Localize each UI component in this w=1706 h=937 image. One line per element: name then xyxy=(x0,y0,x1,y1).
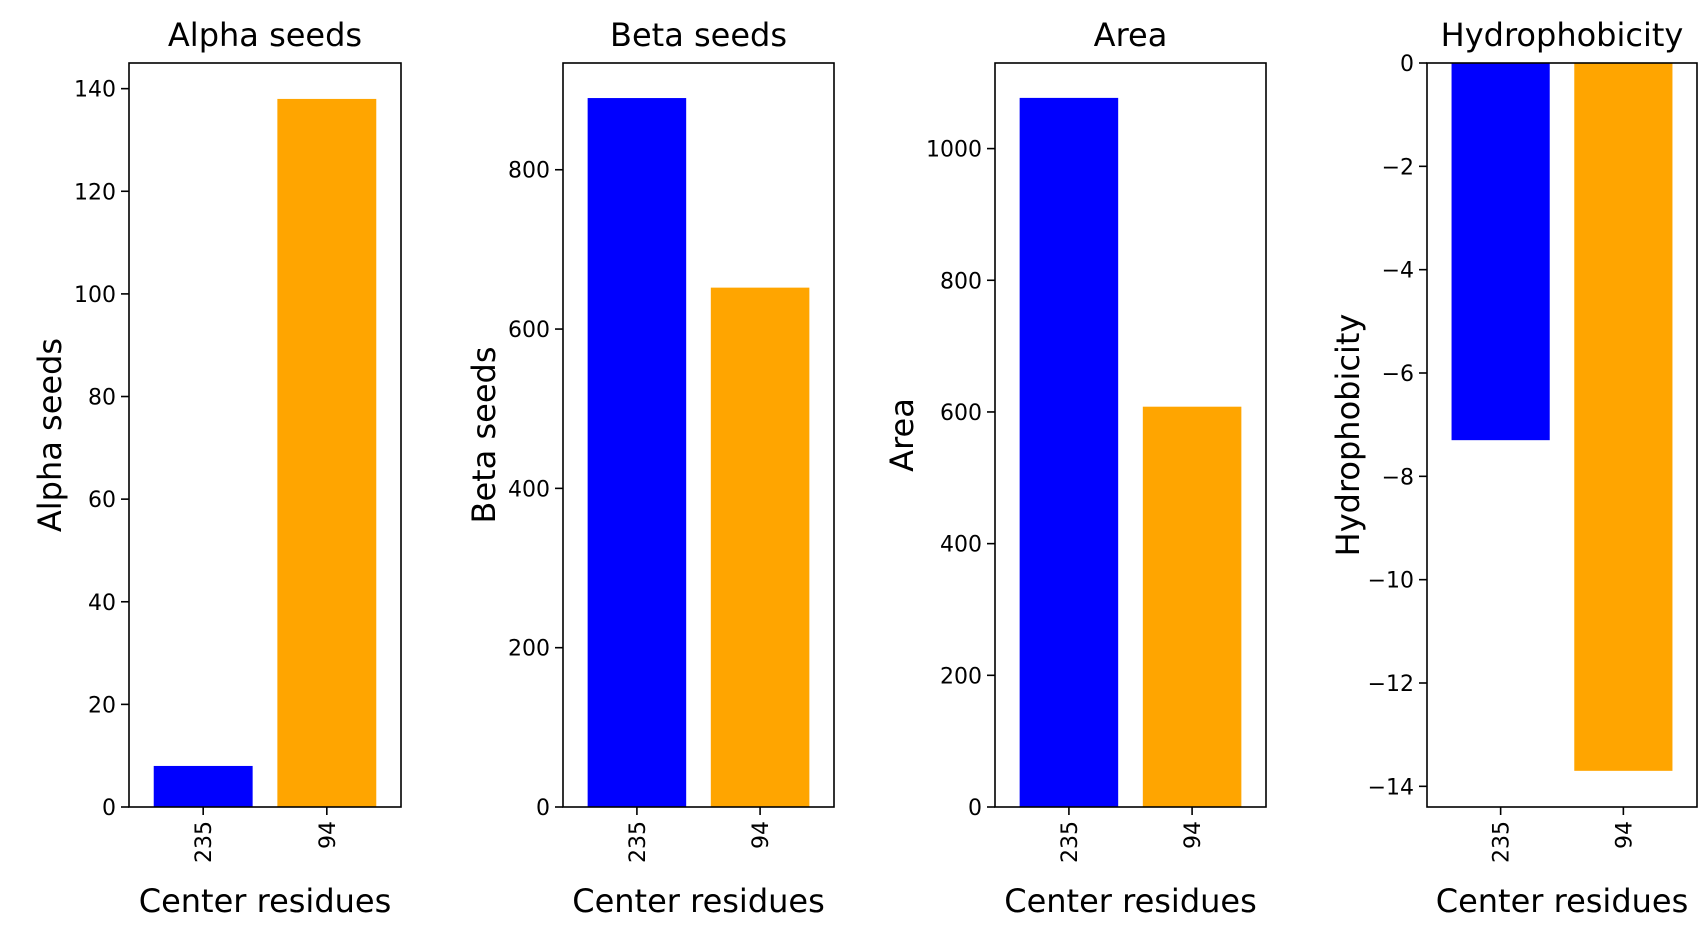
y-axis-label: Alpha seeds xyxy=(31,338,69,532)
subplot-2: 235 94 0 200 400 600 800 Beta seeds Center resid… xyxy=(465,16,835,920)
y-axis-label: Beta seeds xyxy=(465,347,503,524)
y-tick-label: 800 xyxy=(940,269,982,294)
bar-94 xyxy=(1142,406,1242,807)
y-tick-label: 60 xyxy=(88,488,116,513)
y-tick-label: −10 xyxy=(1368,569,1414,594)
subplot-4: 235 94 0 −2 −4 −6 −8 −10 −12 −14 Hydrophobicity Cen… xyxy=(1329,16,1698,920)
x-axis-label: Center residues xyxy=(139,882,392,920)
x-tick-label: 94 xyxy=(1612,821,1637,849)
subplot-title: Hydrophobicity xyxy=(1441,16,1684,54)
y-tick-label: 20 xyxy=(88,693,116,718)
subplot-title: Area xyxy=(1094,16,1168,54)
y-tick-label: 400 xyxy=(940,533,982,558)
y-tick-label: 600 xyxy=(508,318,550,343)
y-tick-label: −12 xyxy=(1368,672,1414,697)
y-tick-label: 0 xyxy=(102,796,116,821)
x-tick-label: 94 xyxy=(1181,821,1206,849)
y-tick-label: 0 xyxy=(536,796,550,821)
x-tick-label: 235 xyxy=(192,821,217,863)
y-tick-label: 80 xyxy=(88,386,116,411)
y-tick-label: 600 xyxy=(940,401,982,426)
subplot-title: Alpha seeds xyxy=(168,16,362,54)
y-tick-label: 140 xyxy=(74,78,116,103)
bar-94 xyxy=(1574,63,1673,771)
y-tick-label: 120 xyxy=(74,180,116,205)
y-tick-label: −4 xyxy=(1382,259,1414,284)
y-tick-label: 1000 xyxy=(926,138,982,163)
y-tick-label: 0 xyxy=(1400,52,1414,77)
y-tick-label: −6 xyxy=(1382,362,1414,387)
axes-frame xyxy=(128,62,402,808)
axes-frame xyxy=(562,62,835,808)
bar-235 xyxy=(1019,97,1119,808)
x-tick-label: 235 xyxy=(1058,821,1083,863)
y-tick-label: −2 xyxy=(1382,155,1414,180)
y-tick-label: 0 xyxy=(968,796,982,821)
y-tick-label: −8 xyxy=(1382,465,1414,490)
y-axis-label: Area xyxy=(883,398,921,472)
y-tick-label: −14 xyxy=(1368,775,1414,800)
x-tick-label: 235 xyxy=(626,821,651,863)
x-tick-label: 94 xyxy=(316,821,341,849)
y-tick-label: 400 xyxy=(508,477,550,502)
axes-frame xyxy=(994,62,1267,808)
bar-235 xyxy=(153,765,253,807)
y-tick-label: 200 xyxy=(508,637,550,662)
bar-235 xyxy=(587,98,687,807)
x-tick-label: 94 xyxy=(749,821,774,849)
subplot-3: 235 94 0 200 400 600 800 1000 Area Center residue… xyxy=(883,16,1267,920)
bar-235 xyxy=(1451,63,1550,441)
subplot-1: 235 94 0 20 40 60 80 100 120 140 Alpha seeds Center… xyxy=(31,16,402,920)
y-axis-label: Hydrophobicity xyxy=(1329,314,1367,557)
axes-frame xyxy=(1426,62,1698,808)
y-tick-label: 800 xyxy=(508,159,550,184)
y-tick-label: 100 xyxy=(74,283,116,308)
bar-94 xyxy=(710,287,810,808)
bar-94 xyxy=(277,98,377,808)
y-tick-label: 200 xyxy=(940,664,982,689)
x-axis-label: Center residues xyxy=(572,882,825,920)
y-tick-label: 40 xyxy=(88,591,116,616)
x-axis-label: Center residues xyxy=(1436,882,1689,920)
subplot-title: Beta seeds xyxy=(610,16,787,54)
x-axis-label: Center residues xyxy=(1004,882,1257,920)
x-tick-label: 235 xyxy=(1490,821,1515,863)
